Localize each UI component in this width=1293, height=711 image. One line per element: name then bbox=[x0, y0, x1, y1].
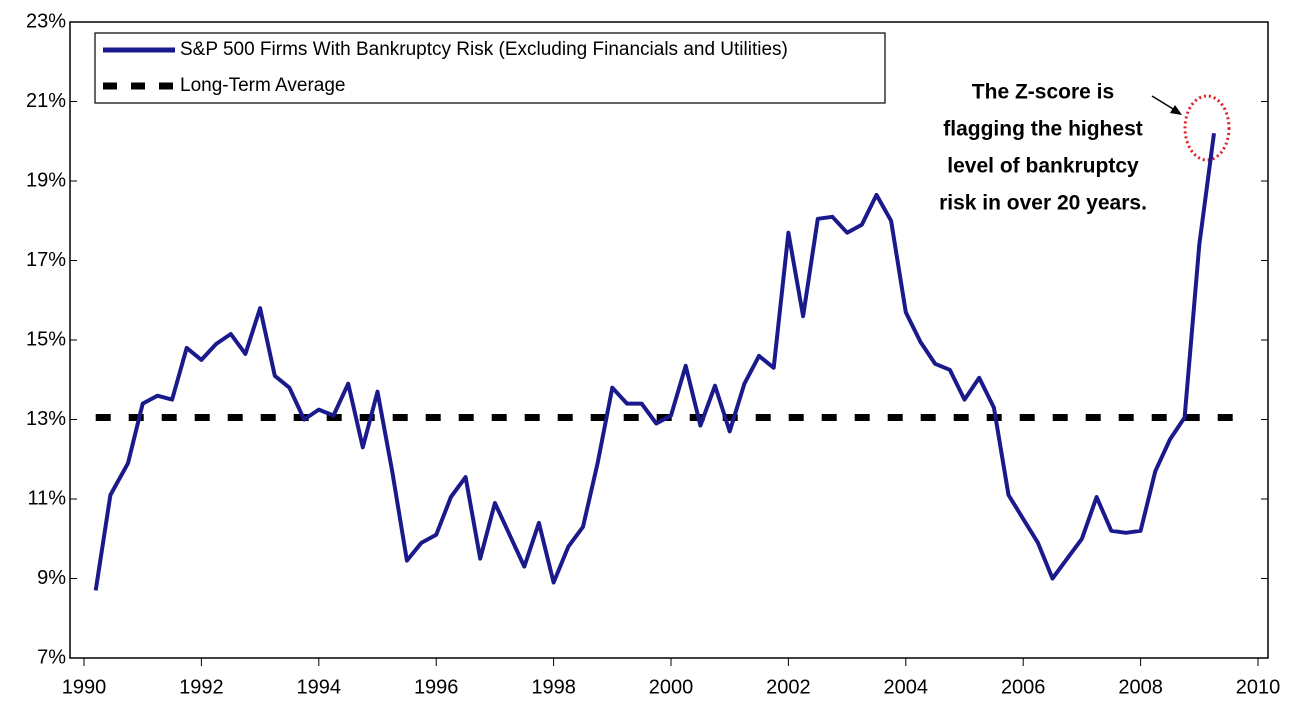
x-tick-label: 1998 bbox=[531, 676, 576, 698]
data-line bbox=[93, 133, 1216, 591]
legend-box bbox=[94, 32, 886, 104]
arrow-head bbox=[1170, 105, 1182, 115]
annotation: level of bankruptcy bbox=[947, 155, 1139, 178]
x-tick-label: 2000 bbox=[649, 676, 694, 698]
legend-label: Long-Term Average bbox=[180, 75, 345, 96]
annotation: The Z-score is bbox=[972, 81, 1114, 104]
legend-label: S&P 500 Firms With Bankruptcy Risk (Excl… bbox=[180, 39, 788, 60]
x-tick-label: 2006 bbox=[1001, 676, 1046, 698]
y-tick-label: 11% bbox=[27, 487, 66, 509]
y-tick-label: 19% bbox=[26, 169, 66, 191]
annotation: flagging the highest bbox=[943, 118, 1143, 141]
x-tick-label: 2002 bbox=[766, 676, 811, 698]
y-tick-label: 9% bbox=[37, 567, 66, 589]
x-tick-label: 1990 bbox=[62, 676, 107, 698]
x-tick-label: 1996 bbox=[414, 676, 459, 698]
x-tick-label: 2004 bbox=[884, 676, 929, 698]
x-tick-label: 1992 bbox=[179, 676, 224, 698]
x-tick-label: 2008 bbox=[1118, 676, 1163, 698]
x-tick-label: 1994 bbox=[297, 676, 342, 698]
y-tick-label: 13% bbox=[26, 408, 66, 430]
y-tick-label: 15% bbox=[26, 328, 66, 350]
y-tick-label: 23% bbox=[26, 10, 66, 32]
x-tick-label: 2010 bbox=[1236, 676, 1281, 698]
highlight-circle bbox=[1183, 94, 1231, 162]
y-tick-label: 21% bbox=[26, 90, 66, 112]
y-tick-label: 17% bbox=[26, 249, 66, 271]
y-tick-label: 7% bbox=[37, 646, 66, 668]
annotation: risk in over 20 years. bbox=[939, 192, 1147, 215]
